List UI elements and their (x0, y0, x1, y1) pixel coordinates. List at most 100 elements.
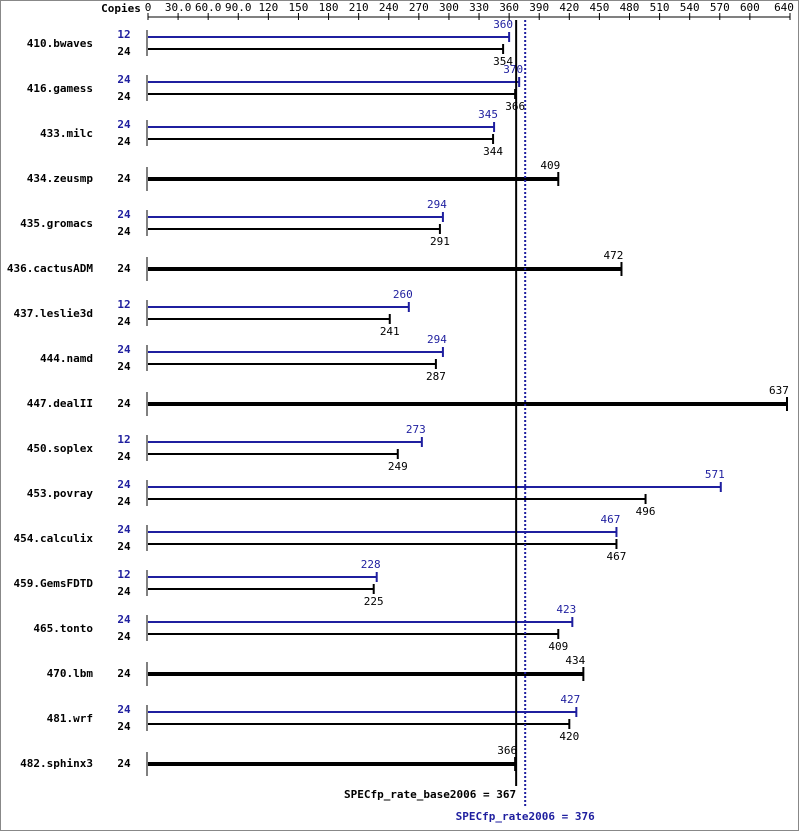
base-value-label: 287 (426, 370, 446, 383)
x-tick-label: 360 (499, 1, 519, 14)
peak-value-label: 294 (427, 333, 447, 346)
peak-value-label: 345 (478, 108, 498, 121)
benchmark-name: 470.lbm (47, 667, 94, 680)
base-copies: 24 (117, 397, 131, 410)
copies-header: Copies (101, 2, 141, 15)
peak-copies: 12 (117, 298, 130, 311)
base-value-label: 409 (540, 159, 560, 172)
base-copies: 24 (117, 757, 131, 770)
peak-copies: 12 (117, 568, 130, 581)
x-tick-label: 640 (774, 1, 794, 14)
x-tick-label: 420 (559, 1, 579, 14)
x-tick-label: 60.0 (195, 1, 222, 14)
benchmark-name: 436.cactusADM (7, 262, 93, 275)
benchmark-name: 459.GemsFDTD (14, 577, 94, 590)
peak-value-label: 571 (705, 468, 725, 481)
x-tick-label: 480 (620, 1, 640, 14)
base-copies: 24 (117, 667, 131, 680)
benchmark-name: 433.milc (40, 127, 93, 140)
base-copies: 24 (117, 172, 131, 185)
base-value-label: 409 (548, 640, 568, 653)
peak-value-label: 423 (556, 603, 576, 616)
peak-value-label: 370 (503, 63, 523, 76)
base-value-label: 241 (380, 325, 400, 338)
peak-copies: 12 (117, 28, 130, 41)
base-copies: 24 (117, 585, 131, 598)
benchmark-name: 410.bwaves (27, 37, 93, 50)
peak-copies: 12 (117, 433, 130, 446)
peak-copies: 24 (117, 343, 131, 356)
base-copies: 24 (117, 90, 131, 103)
benchmark-name: 481.wrf (47, 712, 93, 725)
peak-value-label: 360 (493, 18, 513, 31)
base-copies: 24 (117, 495, 131, 508)
base-copies: 24 (117, 225, 131, 238)
base-copies: 24 (117, 360, 131, 373)
reference-label: SPECfp_rate2006 = 376 (456, 810, 595, 823)
base-copies: 24 (117, 630, 131, 643)
base-value-label: 420 (559, 730, 579, 743)
x-tick-label: 240 (379, 1, 399, 14)
x-tick-label: 180 (319, 1, 339, 14)
x-tick-label: 150 (289, 1, 309, 14)
peak-copies: 24 (117, 613, 131, 626)
base-copies: 24 (117, 450, 131, 463)
base-value-label: 225 (364, 595, 384, 608)
benchmark-name: 450.soplex (27, 442, 94, 455)
base-value-label: 344 (483, 145, 503, 158)
peak-value-label: 427 (560, 693, 580, 706)
benchmark-name: 453.povray (27, 487, 94, 500)
benchmark-name: 447.dealII (27, 397, 93, 410)
base-value-label: 249 (388, 460, 408, 473)
peak-value-label: 294 (427, 198, 447, 211)
x-tick-label: 390 (529, 1, 549, 14)
base-copies: 24 (117, 315, 131, 328)
base-copies: 24 (117, 45, 131, 58)
base-value-label: 354 (493, 55, 513, 68)
base-value-label: 291 (430, 235, 450, 248)
benchmark-name: 435.gromacs (20, 217, 93, 230)
base-value-label: 496 (636, 505, 656, 518)
x-tick-label: 270 (409, 1, 429, 14)
base-copies: 24 (117, 540, 131, 553)
base-copies: 24 (117, 135, 131, 148)
base-value-label: 434 (565, 654, 585, 667)
peak-copies: 24 (117, 118, 131, 131)
benchmark-name: 437.leslie3d (14, 307, 93, 320)
x-tick-label: 450 (589, 1, 609, 14)
peak-copies: 24 (117, 73, 131, 86)
reference-label: SPECfp_rate_base2006 = 367 (344, 788, 516, 801)
base-value-label: 467 (607, 550, 627, 563)
x-tick-label: 540 (680, 1, 700, 14)
x-tick-label: 120 (258, 1, 278, 14)
benchmark-name: 434.zeusmp (27, 172, 94, 185)
peak-value-label: 228 (361, 558, 381, 571)
base-copies: 24 (117, 720, 131, 733)
base-value-label: 637 (769, 384, 789, 397)
benchmark-name: 482.sphinx3 (20, 757, 93, 770)
base-value-label: 366 (505, 100, 525, 113)
base-value-label: 472 (604, 249, 624, 262)
benchmark-name: 444.namd (40, 352, 93, 365)
peak-copies: 24 (117, 478, 131, 491)
peak-value-label: 260 (393, 288, 413, 301)
x-tick-label: 0 (145, 1, 152, 14)
x-tick-label: 510 (650, 1, 670, 14)
x-tick-label: 90.0 (225, 1, 252, 14)
x-tick-label: 30.0 (165, 1, 192, 14)
base-value-label: 366 (497, 744, 517, 757)
benchmark-name: 454.calculix (14, 532, 94, 545)
x-tick-label: 570 (710, 1, 730, 14)
peak-value-label: 273 (406, 423, 426, 436)
x-tick-label: 210 (349, 1, 369, 14)
benchmark-name: 465.tonto (33, 622, 93, 635)
x-tick-label: 600 (740, 1, 760, 14)
peak-copies: 24 (117, 523, 131, 536)
benchmark-name: 416.gamess (27, 82, 93, 95)
base-copies: 24 (117, 262, 131, 275)
peak-copies: 24 (117, 703, 131, 716)
peak-value-label: 467 (601, 513, 621, 526)
x-tick-label: 300 (439, 1, 459, 14)
